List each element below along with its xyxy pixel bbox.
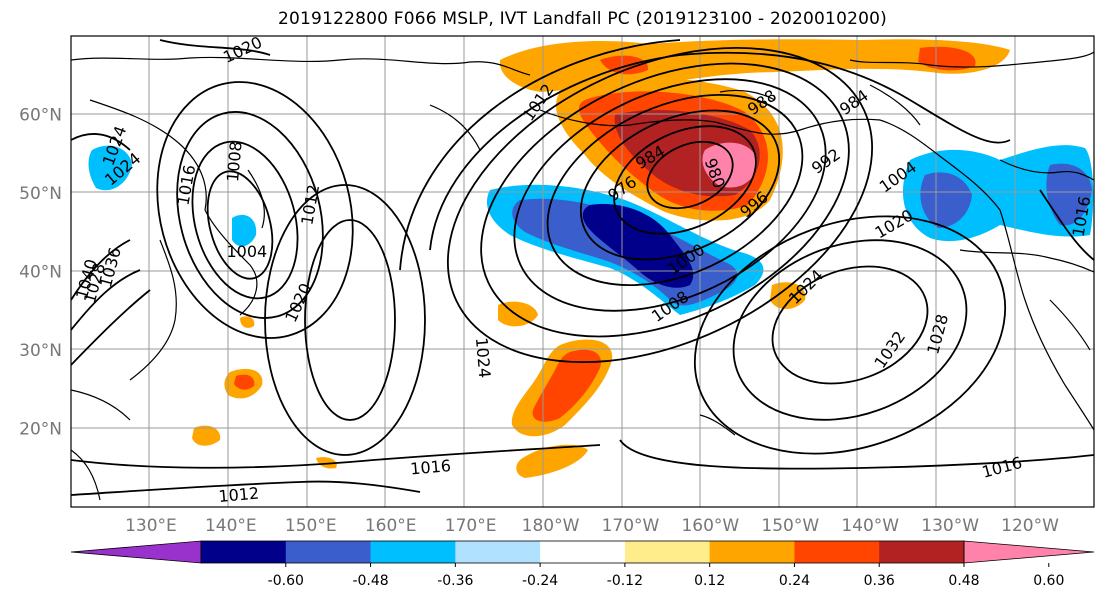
- isobar-label: 1004: [226, 242, 267, 261]
- lon-label: 180°W: [522, 516, 580, 536]
- ivt-negative-region-japan: [232, 214, 257, 247]
- lon-label: 130°W: [921, 516, 979, 536]
- lat-label: 50°N: [19, 184, 62, 204]
- ivt-positive-region-subtropical-inner: [532, 349, 601, 422]
- colorbar-extend-min: [70, 540, 202, 564]
- graticule: [71, 36, 1094, 507]
- colorbar-tick-label: -0.48: [352, 573, 388, 589]
- colorbar-bin: [624, 541, 711, 563]
- latitude-labels: 60°N 50°N 40°N 30°N 20°N: [19, 106, 62, 440]
- ivt-shading: [88, 39, 1094, 478]
- isobar-label: 1024: [472, 337, 494, 379]
- isobar-label-text: 1016: [409, 456, 451, 478]
- colorbar-tick-label: 0.24: [779, 573, 810, 589]
- colorbar-bin: [455, 541, 541, 563]
- map-title: 2019122800 F066 MSLP, IVT Landfall PC (2…: [278, 9, 887, 29]
- colorbar-tick-label: 0.60: [1033, 573, 1064, 589]
- colorbar-tick-label: -0.36: [437, 573, 473, 589]
- isobar-label: 1012: [218, 483, 260, 505]
- ivt-negative-region-west: [88, 145, 132, 191]
- colorbar-tick-label: 0.12: [694, 573, 725, 589]
- ivt-positive-region-subtropical-tail: [516, 444, 588, 478]
- colorbar-bin: [201, 541, 287, 563]
- ivt-positive-small-5: [240, 316, 255, 328]
- lon-label: 160°E: [365, 516, 417, 536]
- longitude-labels: 130°E 140°E 150°E 160°E 170°E 180°W 170°W 160°W…: [125, 516, 1059, 536]
- ivt-positive-region-main-peak: [702, 142, 758, 188]
- lon-label: 160°W: [681, 516, 739, 536]
- lon-label: 150°E: [285, 516, 337, 536]
- lon-label: 140°W: [841, 516, 899, 536]
- isobar-label: 1008: [223, 140, 245, 182]
- isobar-label-text: 1008: [223, 140, 245, 182]
- lon-label: 170°E: [445, 516, 497, 536]
- colorbar-extend-max: [963, 540, 1095, 564]
- lon-label: 120°W: [1001, 516, 1059, 536]
- isobar-label: 1016: [409, 456, 451, 478]
- ivt-negative-region-main-core: [582, 204, 694, 288]
- ivt-positive-region-north-inner: [918, 46, 976, 71]
- isobar-label-text: 1024: [472, 337, 494, 379]
- lat-label: 30°N: [19, 341, 62, 361]
- ivt-positive-small-6: [316, 457, 337, 469]
- isobar-label-text: 1012: [218, 483, 260, 505]
- colorbar-bin: [540, 541, 626, 563]
- ivt-positive-small-4: [192, 425, 221, 446]
- colorbar-bin: [794, 541, 880, 563]
- colorbar-bin: [285, 541, 372, 563]
- ivt-negative-region-northamerica-inner: [920, 172, 972, 228]
- colorbar-bin: [879, 541, 965, 563]
- lon-label: 130°E: [125, 516, 177, 536]
- lat-label: 20°N: [19, 420, 62, 440]
- map-frame: [70, 35, 1095, 508]
- lon-label: 140°E: [205, 516, 257, 536]
- colorbar-tick-label: -0.12: [607, 573, 643, 589]
- colorbar-tick-label: -0.60: [268, 573, 304, 589]
- ivt-negative-region-northamerica-inner2: [1046, 163, 1092, 226]
- ivt-positive-small-3-inner: [234, 374, 255, 390]
- lon-label: 170°W: [602, 516, 660, 536]
- colorbar-bin: [370, 541, 456, 563]
- colorbar-outline: [200, 540, 965, 564]
- colorbar: -0.60 -0.48 -0.36 -0.24 -0.12 0.12 0.24 0.36 0.4…: [70, 540, 1095, 589]
- mslp-isobars: [71, 39, 1094, 496]
- colorbar-tick-label: 0.48: [948, 573, 979, 589]
- colorbar-tick-label: -0.24: [522, 573, 558, 589]
- lat-label: 40°N: [19, 263, 62, 283]
- lon-label: 150°W: [761, 516, 819, 536]
- colorbar-bin: [709, 541, 795, 563]
- isobar-label-text: 1004: [226, 242, 267, 261]
- colorbar-tick-label: 0.36: [864, 573, 895, 589]
- lat-label: 60°N: [19, 106, 62, 126]
